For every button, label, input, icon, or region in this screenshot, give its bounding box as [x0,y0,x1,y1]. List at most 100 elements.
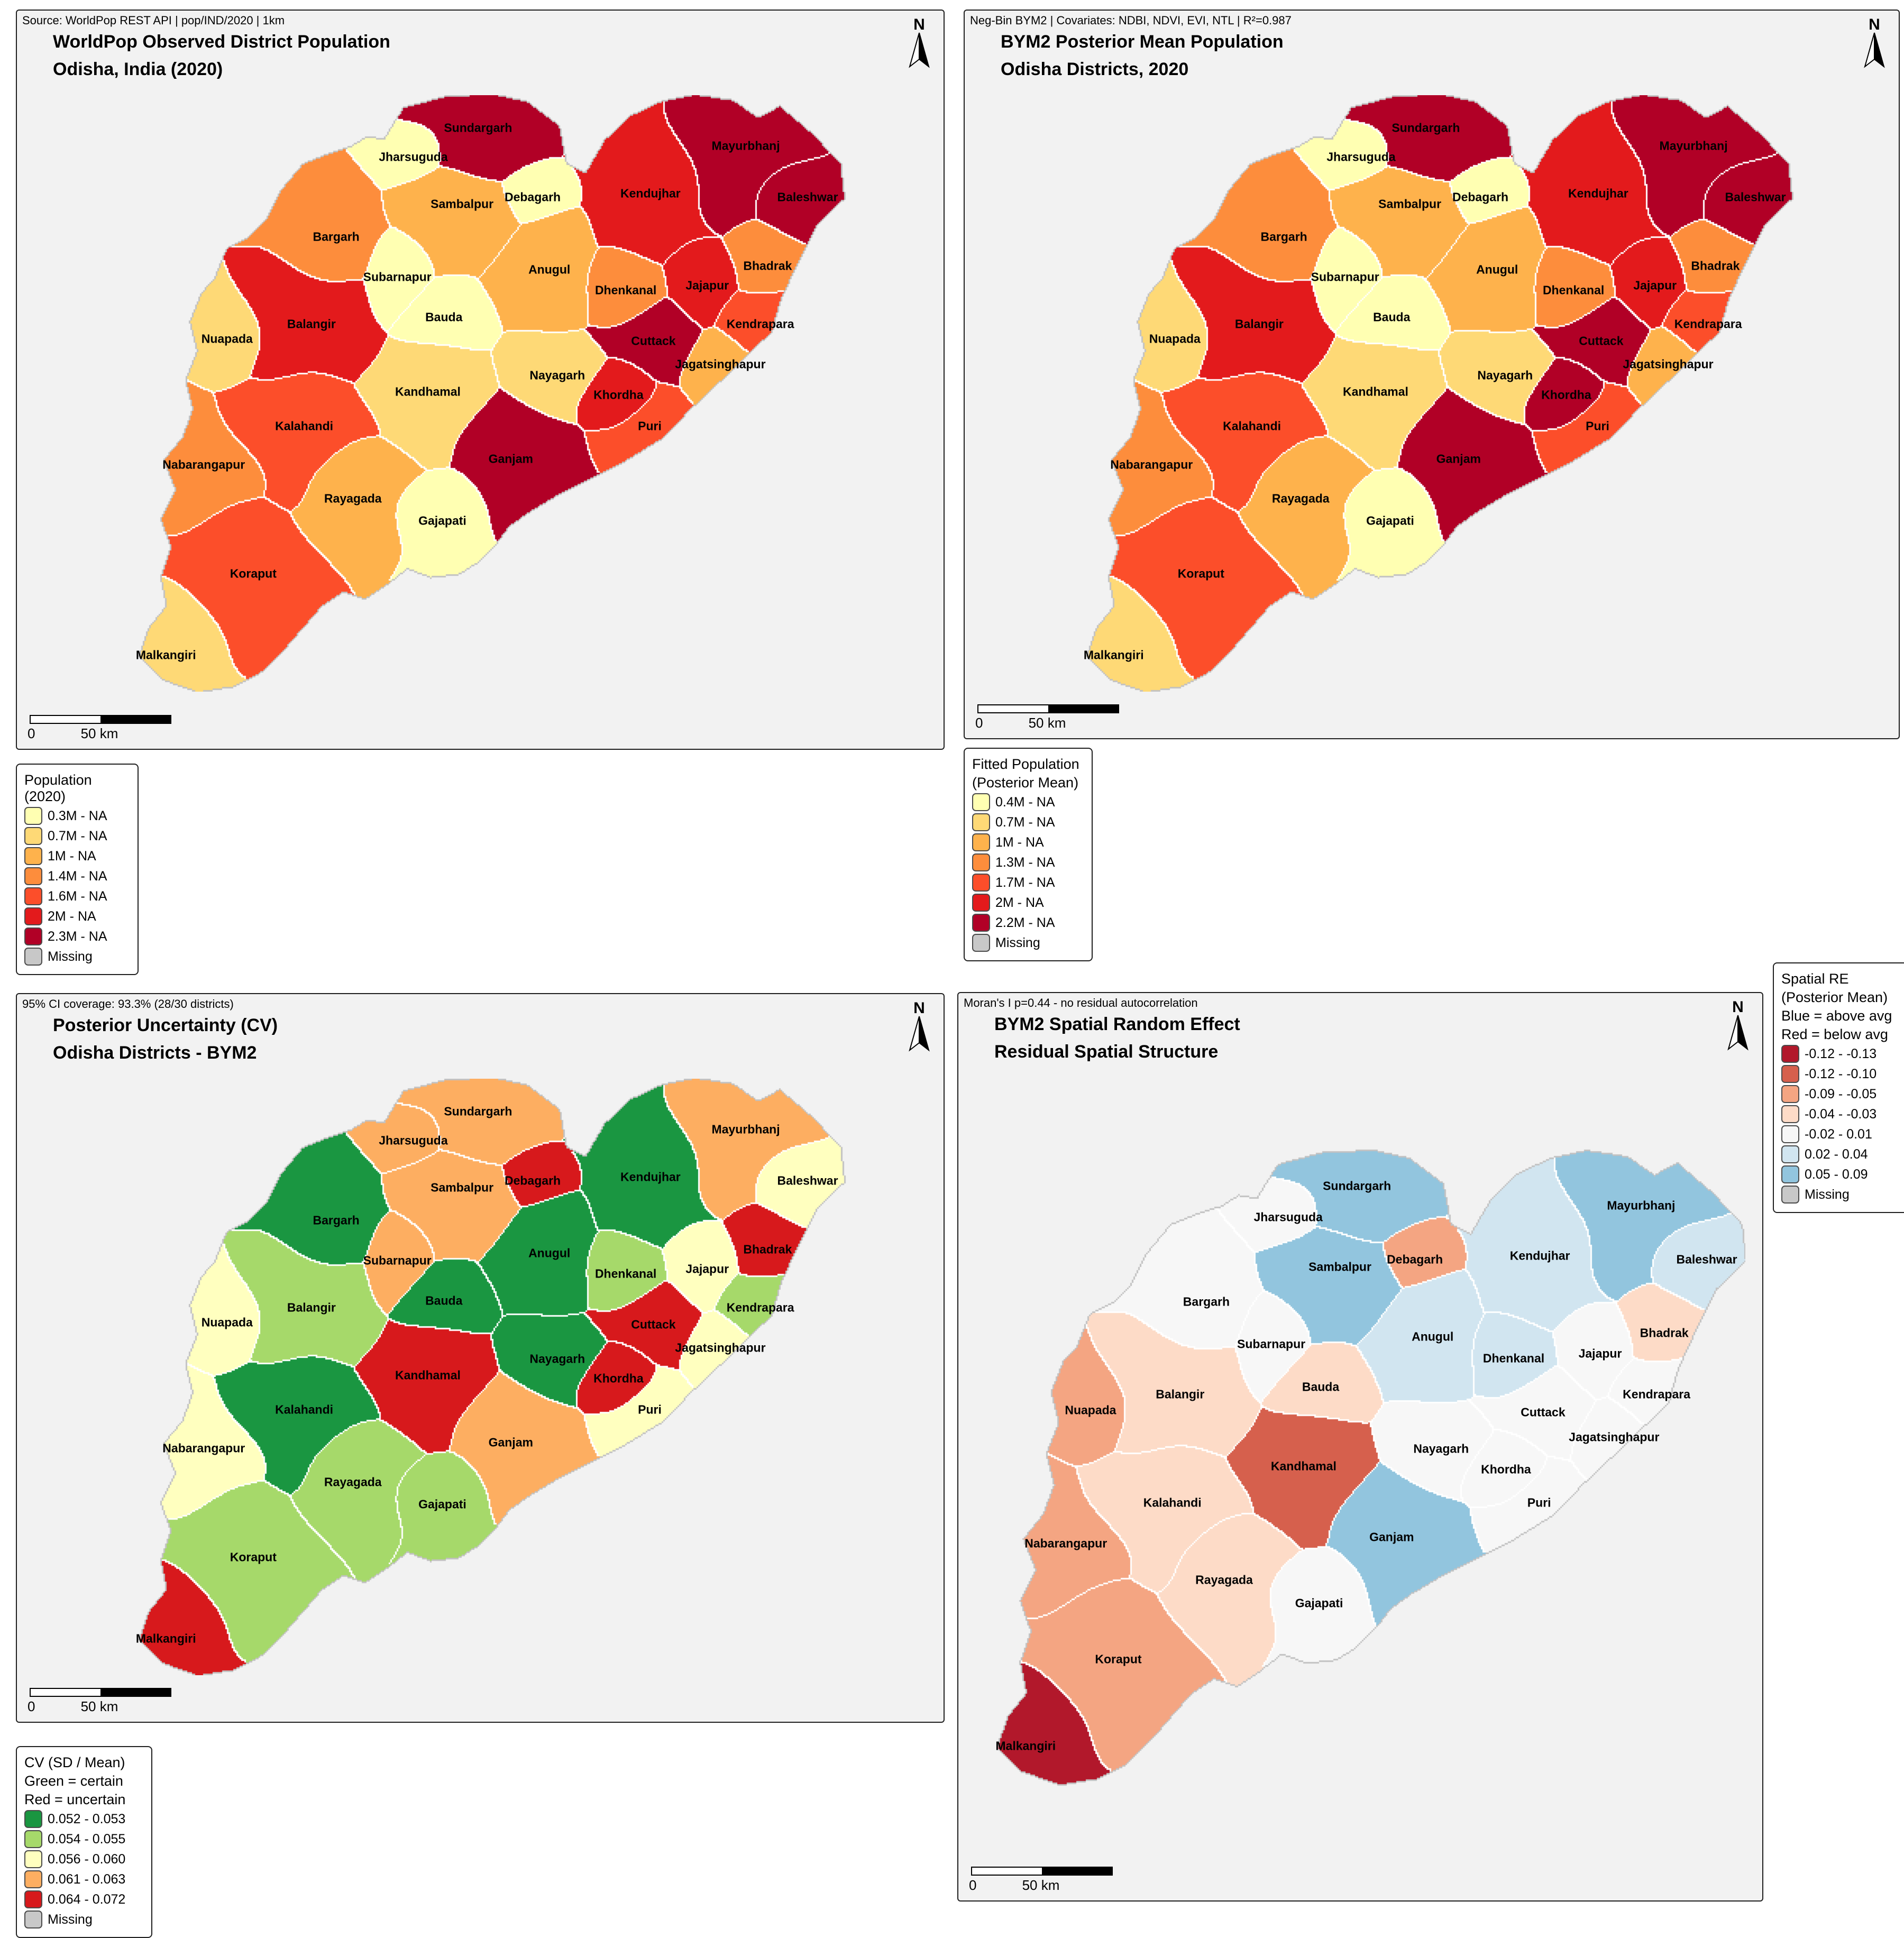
scale-bar: 0 50 km [975,701,1136,731]
legend-label: 2.3M - NA [48,929,107,944]
legend-row: 2.2M - NA [972,914,1084,932]
scale-50km: 50 km [80,725,118,741]
scale-bar-rule [30,1688,171,1697]
map-observed: Sundargarh Jharsuguda Sambalpur Debagarh Ken… [38,95,922,692]
legend-row: 0.052 - 0.053 [24,1810,144,1828]
source-line: Source: WorldPop REST API | pop/IND/2020… [22,14,285,27]
panel-subtitle: Odisha Districts - BYM2 [53,1043,257,1063]
legend-label: 0.054 - 0.055 [48,1831,126,1847]
scale-bar: 0 50 km [28,712,188,741]
legend-title: Red = uncertain [24,1792,126,1807]
legend-title: Green = certain [24,1773,123,1789]
scale-zero: 0 [975,715,983,731]
scale-zero: 0 [28,725,35,741]
legend-swatch [24,948,42,966]
legend-swatch [1781,1045,1799,1063]
scale-bar: 0 50 km [28,1685,188,1714]
legend-swatch [972,934,990,952]
north-letter: N [913,16,925,33]
legend-row: Missing [1781,1186,1904,1204]
legend-swatch [24,1911,42,1928]
map-fitted: Sundargarh Jharsuguda Sambalpur Debagarh Ken… [986,95,1870,692]
legend-label: 0.7M - NA [995,814,1055,830]
legend-label: 0.4M - NA [995,794,1055,810]
legend-fitted-population: Fitted Population (Posterior Mean) 0.4M - … [964,748,1093,961]
legend-title: Spatial RE [1781,971,1849,987]
legend-row: 2.3M - NA [24,927,130,945]
choropleth-canvas-re [973,1083,1745,1853]
legend-row: -0.02 - 0.01 [1781,1125,1904,1143]
scale-50km: 50 km [1022,1877,1060,1893]
legend-row: 1M - NA [24,847,130,865]
legend-label: Missing [1805,1187,1850,1202]
legend-label: 1M - NA [48,848,96,864]
legend-row: 0.054 - 0.055 [24,1830,144,1848]
legend-row: 0.02 - 0.04 [1781,1145,1904,1163]
panel-title: WorldPop Observed District Population [53,32,390,52]
legend-label: 0.7M - NA [48,828,107,843]
legend-label: -0.12 - -0.10 [1805,1066,1877,1081]
legend-swatch [1781,1065,1799,1083]
legend-swatch [24,887,42,905]
legend-title: (Posterior Mean) [1781,989,1888,1005]
legend-swatch [1781,1105,1799,1123]
panel-subtitle: Residual Spatial Structure [994,1042,1219,1062]
legend-label: Missing [48,949,93,964]
choropleth-canvas-cv [38,1079,922,1675]
legend-cv: CV (SD / Mean) Green = certain Red = uncer… [16,1746,152,1938]
legend-label: -0.04 - -0.03 [1805,1106,1877,1122]
source-line: 95% CI coverage: 93.3% (28/30 districts) [22,997,234,1011]
legend-swatch [24,827,42,845]
legend-label: 1.3M - NA [995,855,1055,870]
legend-label: 1M - NA [995,834,1044,850]
legend-swatch [24,927,42,945]
north-letter: N [1869,16,1880,33]
legend-label: 1.6M - NA [48,888,107,904]
legend-label: 0.052 - 0.053 [48,1811,126,1826]
legend-label: Missing [995,935,1040,950]
legend-label: 2M - NA [995,895,1044,910]
choropleth-canvas-fitted [986,95,1870,692]
legend-label: 0.3M - NA [48,808,107,823]
legend-label: -0.02 - 0.01 [1805,1126,1872,1142]
legend-swatch [972,914,990,932]
scale-50km: 50 km [80,1698,118,1714]
legend-label: 0.05 - 0.09 [1805,1167,1868,1182]
legend-swatch [24,847,42,865]
legend-population-2020: Population (2020) 0.3M - NA 0.7M - NA 1M - … [16,764,139,975]
north-arrow-icon: N [909,999,930,1052]
legend-swatch [972,894,990,912]
legend-label: 1.7M - NA [995,875,1055,890]
scale-bar-rule [971,1867,1113,1876]
legend-row: 1.6M - NA [24,887,130,905]
north-arrow-icon: N [1864,16,1885,68]
choropleth-canvas-observed [38,95,922,692]
legend-label: 0.061 - 0.063 [48,1871,126,1887]
legend-label: -0.09 - -0.05 [1805,1086,1877,1101]
legend-swatch [24,867,42,885]
legend-row: Missing [24,1911,144,1928]
panel-spatial-random-effect: Moran's I p=0.44 - no residual autocorre… [957,992,1763,1902]
legend-label: 1.4M - NA [48,868,107,884]
legend-row: -0.09 - -0.05 [1781,1085,1904,1103]
legend-row: 2M - NA [24,907,130,925]
panel-uncertainty-cv: 95% CI coverage: 93.3% (28/30 districts)… [16,993,945,1723]
legend-swatch [1781,1145,1799,1163]
map-cv: Sundargarh Jharsuguda Sambalpur Debagarh Ken… [38,1079,922,1675]
legend-swatch [24,807,42,825]
panel-title: Posterior Uncertainty (CV) [53,1015,278,1035]
panel-subtitle: Odisha, India (2020) [53,59,223,79]
legend-row: -0.12 - -0.13 [1781,1045,1904,1063]
legend-row: Missing [972,934,1084,952]
legend-swatch [972,853,990,871]
panel-title: BYM2 Spatial Random Effect [994,1014,1240,1034]
legend-swatch [1781,1165,1799,1183]
legend-title: CV (SD / Mean) [24,1755,125,1770]
panel-posterior-mean: Neg-Bin BYM2 | Covariates: NDBI, NDVI, E… [964,10,1900,739]
scale-bar-rule [977,704,1119,713]
north-letter: N [913,999,925,1017]
north-arrow-icon: N [909,16,930,68]
panel-subtitle: Odisha Districts, 2020 [1001,59,1189,79]
legend-label: 0.064 - 0.072 [48,1891,126,1907]
